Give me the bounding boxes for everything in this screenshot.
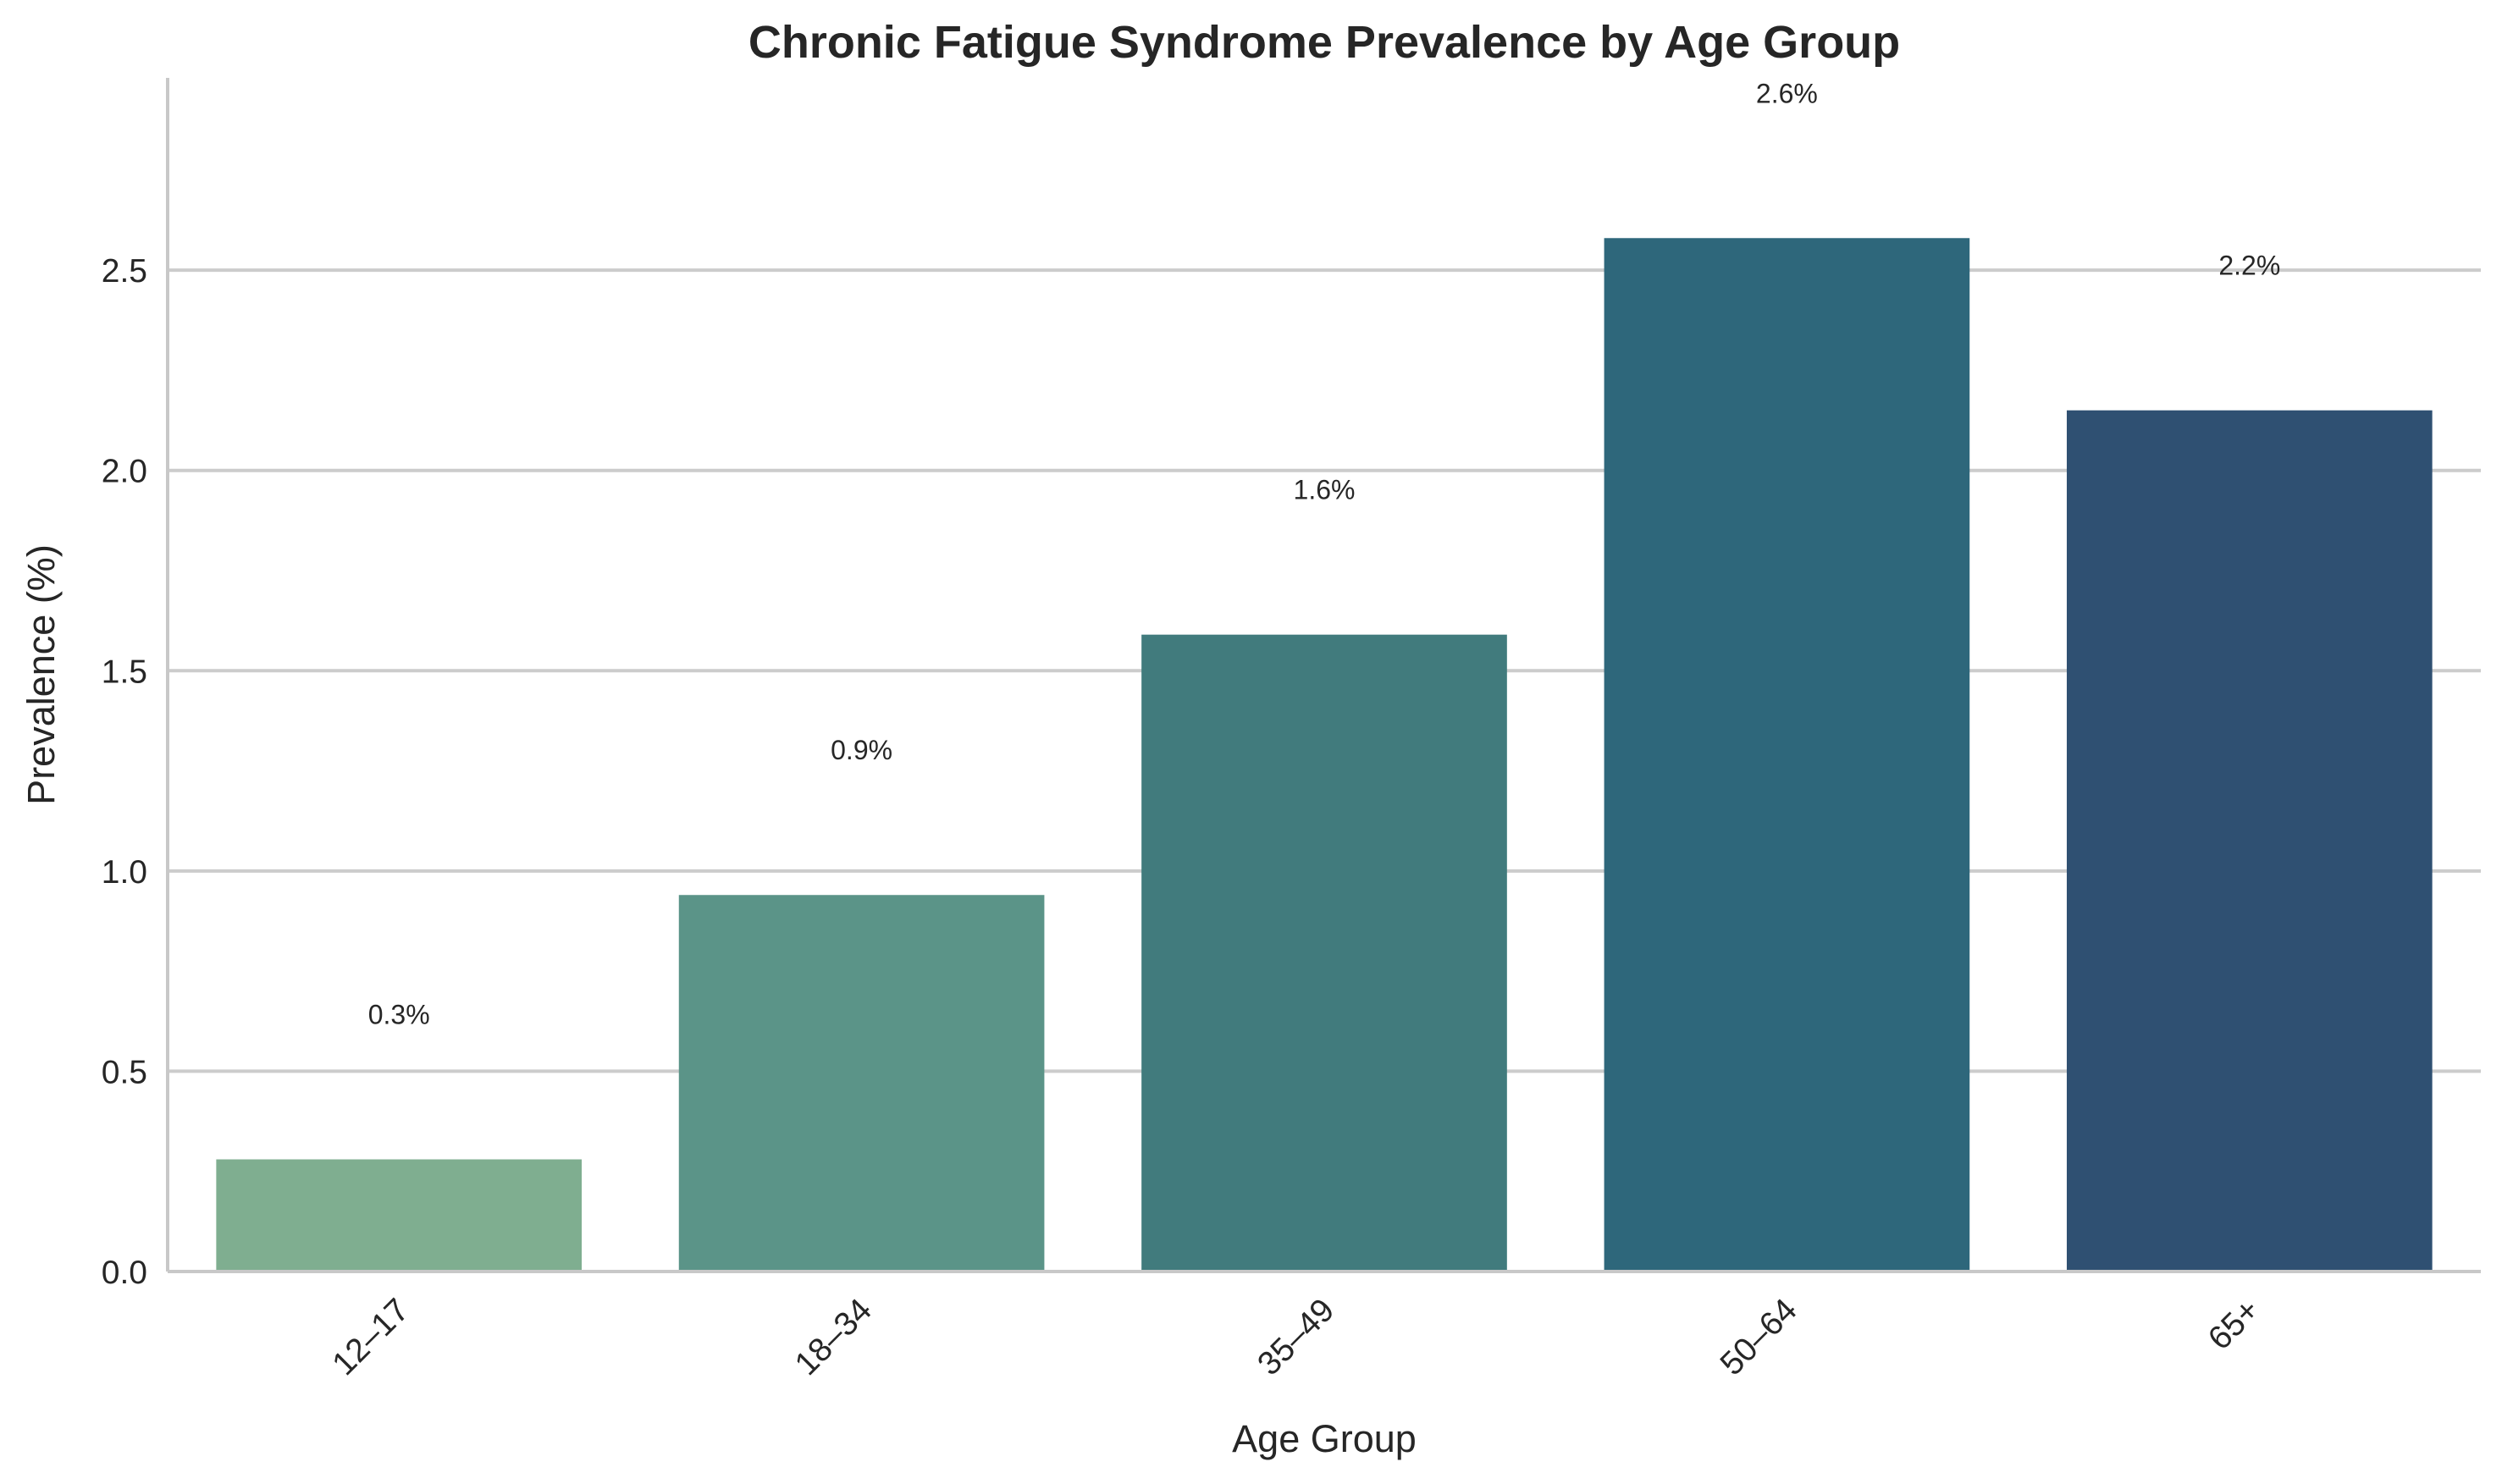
x-tick-label: 35–49	[1251, 1292, 1341, 1382]
y-tick-label: 1.5	[102, 654, 147, 690]
x-tick-label: 50–64	[1714, 1292, 1804, 1382]
bar	[216, 1159, 583, 1272]
bar	[2066, 410, 2433, 1272]
chart-title: Chronic Fatigue Syndrome Prevalence by A…	[748, 17, 1900, 68]
x-tick-label: 18–34	[788, 1292, 879, 1382]
data-label: 1.6%	[1294, 475, 1356, 505]
x-axis-title: Age Group	[1232, 1417, 1417, 1460]
y-axis-title: Prevalence (%)	[19, 544, 63, 805]
axis-spines	[166, 78, 2481, 1273]
x-tick-labels: 12–17 18–34 35–49 50–64 65+	[325, 1292, 2267, 1382]
data-labels: 0.3% 0.9% 1.6% 2.6% 2.2%	[368, 78, 2281, 1029]
data-label: 0.3%	[368, 1000, 430, 1030]
bar	[1141, 634, 1507, 1272]
bar	[678, 895, 1045, 1272]
bars	[216, 238, 2433, 1272]
data-label: 2.2%	[2218, 251, 2280, 281]
y-tick-label: 1.0	[102, 854, 147, 891]
x-tick-label: 65+	[2201, 1292, 2267, 1357]
bar	[1604, 238, 1970, 1272]
y-tick-label: 2.5	[102, 253, 147, 290]
y-tick-labels: 0.0 0.5 1.0 1.5 2.0 2.5	[102, 253, 147, 1291]
y-tick-label: 0.5	[102, 1054, 147, 1090]
data-label: 0.9%	[831, 735, 892, 765]
x-tick-label: 12–17	[325, 1292, 416, 1382]
data-label: 2.6%	[1756, 78, 1818, 108]
y-tick-label: 2.0	[102, 454, 147, 490]
y-tick-label: 0.0	[102, 1255, 147, 1291]
